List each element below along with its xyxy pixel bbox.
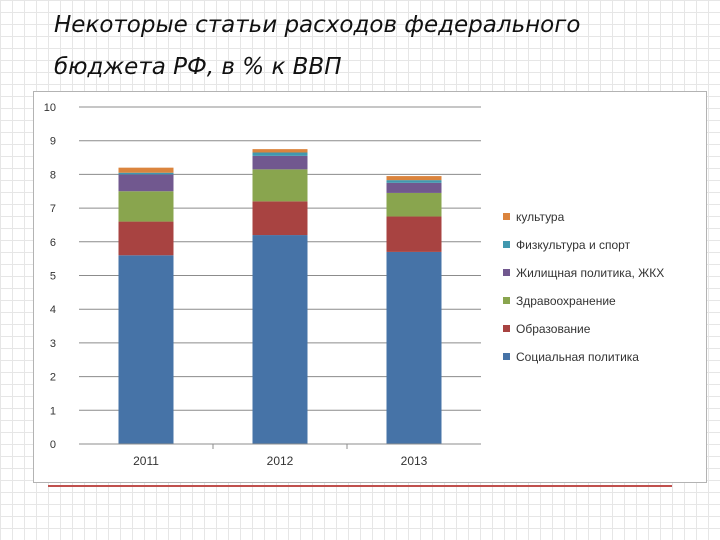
- bar-segment: [252, 155, 308, 170]
- y-tick-label: 2: [50, 372, 56, 384]
- x-tick-label: 2011: [133, 454, 159, 468]
- legend-label: Образование: [516, 322, 591, 336]
- bar-segment: [118, 174, 174, 192]
- y-tick-label: 1: [50, 405, 56, 417]
- decorative-red-rule: [48, 485, 672, 487]
- bar-segment: [118, 255, 174, 444]
- chart-area: 0 1 2 3 4 5 6 7 8 9 10 2011 2012 2013 культура Физкул…: [33, 91, 707, 483]
- bar-segment: [252, 149, 308, 153]
- bar-segment: [252, 152, 308, 156]
- x-axis: [79, 443, 481, 449]
- legend: культура Физкультура и спорт Жилищная поли…: [503, 210, 664, 364]
- bar-segment: [252, 201, 308, 236]
- stacked-bar-chart: 0 1 2 3 4 5 6 7 8 9 10 2011 2012 2013 культура Физкул…: [44, 102, 665, 468]
- bar-segment: [386, 180, 442, 183]
- legend-label: Социальная политика: [516, 350, 639, 364]
- bars: [118, 149, 442, 444]
- y-tick-label: 9: [50, 136, 56, 148]
- y-tick-label: 7: [50, 203, 56, 215]
- bar-segment: [118, 221, 174, 256]
- bar-segment: [386, 216, 442, 252]
- y-tick-label: 3: [50, 338, 56, 350]
- legend-label: культура: [516, 210, 565, 224]
- legend-label: Здравоохранение: [516, 294, 616, 308]
- slide-title: Некоторые статьи расходов федерального б…: [54, 12, 581, 80]
- bar-segment: [252, 169, 308, 202]
- bar-segment: [386, 192, 442, 217]
- y-tick-label: 8: [50, 169, 56, 181]
- x-tick-label: 2012: [267, 454, 294, 468]
- legend-swatch: [503, 213, 510, 220]
- y-tick-label: 5: [50, 271, 56, 283]
- y-tick-label: 0: [50, 439, 56, 451]
- bar-segment: [118, 167, 174, 173]
- bar-segment: [118, 172, 174, 175]
- bar-segment: [118, 191, 174, 222]
- legend-swatch: [503, 353, 510, 360]
- x-axis-tick-labels: 2011 2012 2013: [133, 454, 428, 468]
- y-tick-label: 4: [50, 304, 56, 316]
- legend-swatch: [503, 325, 510, 332]
- legend-label: Физкультура и спорт: [516, 238, 631, 252]
- bar-segment: [386, 182, 442, 193]
- x-tick-label: 2013: [401, 454, 428, 468]
- bar-segment: [386, 251, 442, 444]
- y-tick-label: 6: [50, 237, 56, 249]
- legend-label: Жилищная политика, ЖКХ: [516, 266, 664, 280]
- y-axis-tick-labels: 0 1 2 3 4 5 6 7 8 9 10: [44, 102, 56, 451]
- legend-swatch: [503, 241, 510, 248]
- bar-segment: [252, 235, 308, 444]
- legend-swatch: [503, 297, 510, 304]
- legend-swatch: [503, 269, 510, 276]
- bar-segment: [386, 176, 442, 181]
- y-tick-label: 10: [44, 102, 56, 114]
